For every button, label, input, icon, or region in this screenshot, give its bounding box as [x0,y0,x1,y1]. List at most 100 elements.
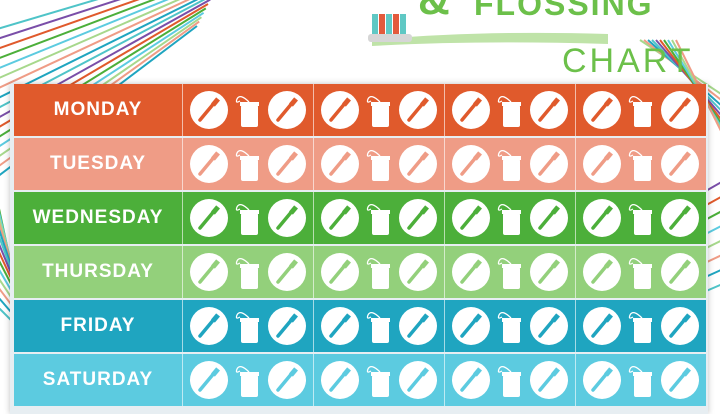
check-cell[interactable] [182,138,313,190]
check-cell[interactable] [575,300,706,352]
brush-slot[interactable] [661,145,700,183]
brush-slot[interactable] [268,307,307,345]
toothbrush-icon [590,151,613,176]
floss-slot[interactable] [364,252,394,292]
check-cell[interactable] [444,84,575,136]
floss-slot[interactable] [626,198,656,238]
check-cell[interactable] [444,300,575,352]
check-cell[interactable] [313,246,444,298]
brush-slot[interactable] [320,253,359,291]
brush-slot[interactable] [451,145,490,183]
brush-slot[interactable] [582,199,621,237]
brush-slot[interactable] [530,199,569,237]
brush-slot[interactable] [320,145,359,183]
floss-slot[interactable] [626,90,656,130]
check-cell[interactable] [313,192,444,244]
brush-slot[interactable] [451,307,490,345]
brush-slot[interactable] [530,91,569,129]
floss-slot[interactable] [626,306,656,346]
floss-slot[interactable] [364,90,394,130]
brush-slot[interactable] [661,91,700,129]
brush-slot[interactable] [661,307,700,345]
floss-slot[interactable] [233,360,263,400]
brush-slot[interactable] [530,145,569,183]
floss-slot[interactable] [233,90,263,130]
floss-slot[interactable] [233,144,263,184]
check-cell[interactable] [313,84,444,136]
brush-slot[interactable] [268,253,307,291]
floss-icon [235,257,259,289]
check-cell[interactable] [313,138,444,190]
brush-slot[interactable] [451,361,490,399]
brush-slot[interactable] [582,361,621,399]
floss-slot[interactable] [233,198,263,238]
brush-slot[interactable] [320,307,359,345]
brush-slot[interactable] [530,361,569,399]
floss-slot[interactable] [364,306,394,346]
brush-slot[interactable] [399,307,438,345]
check-cell[interactable] [182,354,313,406]
floss-slot[interactable] [233,306,263,346]
floss-slot[interactable] [364,144,394,184]
brush-slot[interactable] [399,253,438,291]
floss-slot[interactable] [364,198,394,238]
brush-slot[interactable] [451,253,490,291]
check-cell[interactable] [313,300,444,352]
check-cell[interactable] [575,246,706,298]
floss-slot[interactable] [626,252,656,292]
check-cell[interactable] [575,354,706,406]
floss-slot[interactable] [495,360,525,400]
check-cell[interactable] [444,354,575,406]
brush-slot[interactable] [189,253,228,291]
brush-slot[interactable] [268,145,307,183]
brush-slot[interactable] [320,199,359,237]
brush-slot[interactable] [399,199,438,237]
check-cell[interactable] [182,246,313,298]
floss-icon [366,149,390,181]
brush-slot[interactable] [320,361,359,399]
check-cell[interactable] [575,138,706,190]
floss-slot[interactable] [495,306,525,346]
brush-slot[interactable] [582,307,621,345]
brush-slot[interactable] [399,145,438,183]
check-cell[interactable] [444,246,575,298]
check-cell[interactable] [575,192,706,244]
brush-slot[interactable] [582,253,621,291]
brush-slot[interactable] [189,145,228,183]
check-cell[interactable] [182,300,313,352]
brush-slot[interactable] [451,199,490,237]
brush-slot[interactable] [661,199,700,237]
check-cell[interactable] [575,84,706,136]
brush-slot[interactable] [189,199,228,237]
brush-slot[interactable] [451,91,490,129]
brush-slot[interactable] [399,361,438,399]
floss-slot[interactable] [495,144,525,184]
brush-slot[interactable] [189,307,228,345]
brush-slot[interactable] [320,91,359,129]
brush-slot[interactable] [189,361,228,399]
brush-slot[interactable] [582,91,621,129]
brush-slot[interactable] [189,91,228,129]
check-cell[interactable] [313,354,444,406]
floss-slot[interactable] [495,90,525,130]
brush-slot[interactable] [582,145,621,183]
brush-slot[interactable] [530,307,569,345]
floss-slot[interactable] [495,198,525,238]
brush-slot[interactable] [661,253,700,291]
floss-slot[interactable] [626,144,656,184]
brush-slot[interactable] [268,91,307,129]
background-stripe [0,0,181,79]
brush-slot[interactable] [661,361,700,399]
floss-slot[interactable] [233,252,263,292]
brush-slot[interactable] [530,253,569,291]
check-cell[interactable] [182,84,313,136]
floss-slot[interactable] [495,252,525,292]
floss-slot[interactable] [364,360,394,400]
check-cell[interactable] [444,192,575,244]
floss-slot[interactable] [626,360,656,400]
brush-slot[interactable] [399,91,438,129]
check-cell[interactable] [182,192,313,244]
check-cell[interactable] [444,138,575,190]
brush-slot[interactable] [268,361,307,399]
brush-slot[interactable] [268,199,307,237]
